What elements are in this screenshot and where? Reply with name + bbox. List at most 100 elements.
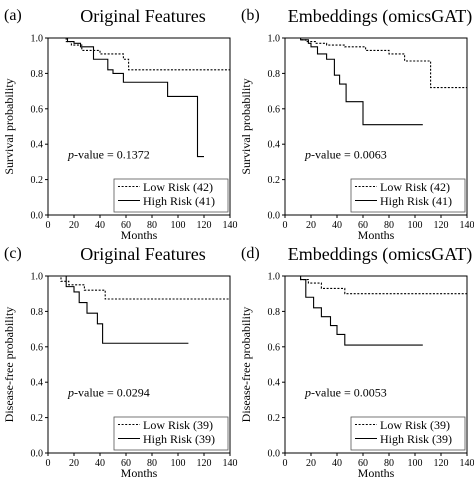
x-tick-label: 120 [434,220,449,231]
chart-title: Embeddings (omicsGAT) [288,244,472,265]
x-tick-label: 0 [46,458,51,469]
x-tick-label: 140 [223,220,238,231]
x-tick-label: 100 [171,458,186,469]
plot-frame [47,275,231,454]
legend-box [113,416,229,451]
plot-frame [284,37,468,216]
legend-entry: Low Risk (42) [380,180,450,194]
p-value-annotation: p-value = 0.1372 [67,147,150,161]
p-value-text: -value = 0.1372 [74,147,150,161]
p-value-text: -value = 0.0294 [74,385,150,399]
low-risk-survival-curve [48,275,230,300]
chart-title: Original Features [80,6,205,26]
y-tick-label: 0.8 [31,69,44,80]
legend-box [113,178,229,213]
x-tick-label: 80 [384,220,394,231]
p-value-symbol: p [67,385,74,399]
x-tick-label: 80 [147,220,157,231]
y-tick-label: 0.6 [268,342,281,353]
km-chart-a: (a) Original Features 0.0 0.2 0.4 0.6 0.8 1.0 0 2… [2,6,238,242]
km-panel-c: (c) Original Features 0.0 0.2 0.4 0.6 0.8 1.0 0 2… [0,238,238,477]
x-tick-label: 40 [332,220,342,231]
y-tick-label: 0.6 [268,104,281,115]
x-tick-label: 140 [223,458,238,469]
high-risk-survival-curve [285,275,423,346]
x-tick-label: 20 [69,220,79,231]
y-tick-label: 0.6 [31,104,44,115]
p-value-symbol: p [304,147,311,161]
x-tick-label: 60 [121,220,131,231]
y-tick-label: 0.8 [268,307,281,318]
km-chart-c: (c) Original Features 0.0 0.2 0.4 0.6 0.8 1.0 0 2… [2,244,238,477]
p-value-text: -value = 0.0063 [311,147,387,161]
panel-label: (a) [4,7,22,24]
low-risk-survival-curve [285,275,467,295]
panel-label: (b) [241,7,260,24]
chart-title: Embeddings (omicsGAT) [288,6,472,27]
x-tick-label: 40 [332,458,342,469]
x-tick-label: 40 [95,458,105,469]
p-value-text: -value = 0.0053 [311,385,387,399]
km-panel-a: (a) Original Features 0.0 0.2 0.4 0.6 0.8 1.0 0 2… [0,0,238,242]
y-axis-label: Disease-free probability [2,307,16,423]
x-tick-label: 20 [306,458,316,469]
x-axis-label: Months [121,228,158,242]
y-tick-label: 0.2 [31,413,44,424]
y-tick-label: 0.8 [268,69,281,80]
x-axis-label: Months [358,466,395,477]
legend-box [350,416,466,451]
y-tick-label: 1.0 [268,272,281,283]
y-tick-label: 0.8 [31,307,44,318]
x-tick-label: 120 [197,220,212,231]
x-tick-label: 40 [95,220,105,231]
km-panel-b: (b) Embeddings (omicsGAT) 0.0 0.2 0.4 0.6 0.8 1… [237,0,474,242]
km-panel-d: (d) Embeddings (omicsGAT) 0.0 0.2 0.4 0.6 0.8 1… [237,238,474,477]
y-tick-label: 1.0 [31,34,44,45]
legend-entry: High Risk (39) [380,432,452,446]
high-risk-survival-curve [285,37,423,126]
x-tick-label: 20 [69,458,79,469]
y-tick-label: 0.0 [268,211,281,222]
x-tick-label: 120 [197,458,212,469]
y-tick-label: 0.2 [31,175,44,186]
y-tick-label: 0.6 [31,342,44,353]
x-axis-label: Months [358,228,395,242]
y-tick-label: 1.0 [31,272,44,283]
legend-entry: Low Risk (42) [143,180,213,194]
p-value-annotation: p-value = 0.0053 [304,385,387,399]
y-tick-label: 0.0 [31,449,44,460]
x-tick-label: 80 [384,458,394,469]
legend-entry: Low Risk (39) [380,418,450,432]
x-tick-label: 80 [147,458,157,469]
y-tick-label: 0.4 [31,378,44,389]
panel-label: (d) [241,245,260,262]
panel-label: (c) [4,245,22,262]
x-tick-label: 140 [460,220,474,231]
legend-entry: High Risk (39) [143,432,215,446]
x-tick-label: 140 [460,458,474,469]
y-tick-label: 0.4 [268,378,281,389]
p-value-annotation: p-value = 0.0063 [304,147,387,161]
high-risk-survival-curve [48,275,189,344]
km-chart-d: (d) Embeddings (omicsGAT) 0.0 0.2 0.4 0.6 0.8 1… [239,244,474,477]
y-axis-label: Survival probability [239,78,253,174]
x-tick-label: 60 [358,458,368,469]
y-tick-label: 0.0 [31,211,44,222]
legend-entry: High Risk (41) [380,194,452,208]
legend-box [350,178,466,213]
y-tick-label: 0.0 [268,449,281,460]
p-value-symbol: p [67,147,74,161]
p-value-symbol: p [304,385,311,399]
km-chart-b: (b) Embeddings (omicsGAT) 0.0 0.2 0.4 0.6 0.8 1… [239,6,474,242]
x-tick-label: 0 [46,220,51,231]
high-risk-survival-curve [48,37,204,158]
x-tick-label: 20 [306,220,316,231]
plot-frame [284,275,468,454]
y-tick-label: 0.4 [268,140,281,151]
x-tick-label: 0 [283,458,288,469]
low-risk-survival-curve [285,37,467,89]
plot-frame [47,37,231,216]
legend-entry: High Risk (41) [143,194,215,208]
x-tick-label: 100 [408,458,423,469]
y-axis-label: Disease-free probability [239,307,253,423]
